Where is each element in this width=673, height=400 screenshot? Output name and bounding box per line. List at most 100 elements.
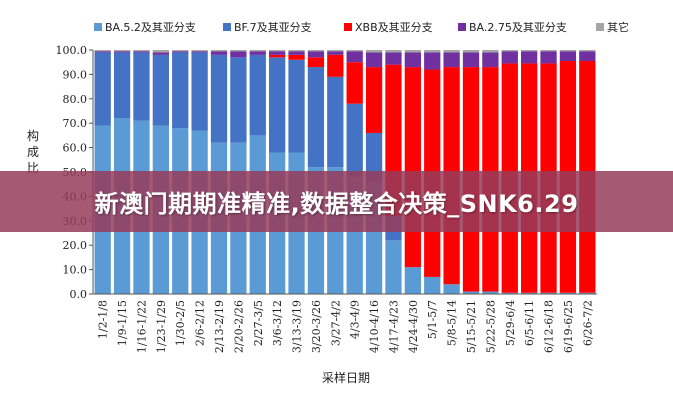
bar-segment [482,50,499,53]
bar-segment [559,51,577,61]
legend-item: BA.5.2及其亚分支 [94,21,196,34]
legend-label: 其它 [607,20,629,34]
bar-segment [269,51,286,55]
bar-segment [424,50,441,53]
bar-segment [443,50,460,53]
legend-item: BA.2.75及其亚分支 [458,21,567,34]
bar-segment [288,51,305,55]
bar-segment [482,52,499,68]
bar-segment [424,52,441,70]
bar-segment [210,51,228,55]
x-tick-label: 6/26-7/2 [581,300,594,346]
x-tick-label: 3/13-3/19 [291,300,304,353]
bar-segment [579,292,596,294]
bar-segment [327,50,344,52]
x-tick-label: 5/22-5/28 [484,300,497,353]
y-tick-label: 80.0 [63,93,88,106]
x-tick-label: 1/2-1/8 [97,300,110,339]
bar-segment [152,52,169,55]
bar-segment [113,51,131,53]
bar-segment [385,50,402,53]
bar-segment [94,50,111,52]
bar-segment [269,54,286,58]
x-tick-label: 1/30-2/5 [174,300,187,346]
bar-segment [462,291,480,294]
bar-segment [559,292,577,294]
x-tick-label: 1/23-1/29 [155,300,168,353]
bar-segment [385,240,402,294]
bar-segment [365,67,383,133]
legend-swatch [344,23,352,31]
bar-segment [540,51,557,64]
y-tick-label: 60.0 [63,142,88,155]
bar-segment [501,292,518,294]
y-tick-label: 20.0 [63,239,88,252]
bar-segment [113,52,131,119]
bar-segment [365,132,383,182]
bar-segment [521,292,538,294]
bar-segment [230,57,247,143]
legend: BA.5.2及其亚分支 BF.7及其亚分支 XBB及其亚分支 BA.2.75及其亚分支… [94,20,629,34]
bar-segment [385,52,402,65]
bar-segment [501,50,518,52]
x-tick-label: 2/20-2/26 [232,300,245,353]
bar-segment [269,57,286,153]
x-tick-label: 6/12-6/18 [543,300,556,353]
bar-segment [424,276,441,294]
bar-segment [133,52,150,121]
bar-segment [327,54,344,77]
bar-segment [462,52,480,68]
bar-segment [307,67,325,168]
bar-segment [230,51,247,58]
legend-swatch [94,23,102,31]
overlay-banner: 新澳门期期准精准,数据整合决策_SNK6.29 [0,171,673,232]
bar-segment [559,50,577,52]
x-tick-label: 4/24-4/30 [407,300,420,353]
legend-swatch [223,23,231,31]
bar-segment [501,51,518,64]
y-axis-title-char: 成 [27,145,39,159]
bar-segment [307,50,325,52]
x-tick-label: 2/27-3/5 [252,300,265,346]
bar-segment [152,54,169,126]
bar-segment [172,51,189,53]
x-tick-label: 4/3-4/9 [349,300,362,339]
x-tick-label: 2/13-2/19 [213,300,226,353]
bar-segment [307,51,325,58]
x-tick-label: 2/6-2/12 [194,300,207,346]
bar-segment [404,52,421,68]
bar-segment [133,50,150,52]
bar-segment [172,50,189,52]
bar-segment [269,50,286,52]
x-tick-label: 5/29-6/4 [504,300,517,346]
x-tick-label: 5/8-5/14 [446,300,459,346]
y-tick-label: 90.0 [63,68,88,81]
y-tick-label: 100.0 [56,44,88,57]
bar-segment [94,52,111,126]
legend-label: BF.7及其亚分支 [234,21,312,34]
bar-segment [191,52,208,131]
bar-segment [462,50,480,53]
x-tick-label: 6/19-6/25 [562,300,575,353]
legend-swatch [596,23,604,31]
x-tick-label: 1/16-1/22 [135,300,148,353]
bar-segment [210,50,228,52]
x-axis-title: 采样日期 [322,370,370,385]
x-tick-label: 3/27-4/2 [329,300,342,346]
bar-segment [191,50,208,52]
bar-segment [249,50,266,52]
x-tick-label: 4/17-4/23 [387,300,400,353]
bar-segment [579,50,596,52]
x-tick-label: 6/5-6/11 [523,300,536,346]
bar-segment [540,50,557,52]
bar-segment [288,59,305,153]
bar-segment [113,50,131,52]
bar-segment [579,51,596,61]
bar-segment [288,50,305,52]
bar-segment [521,51,538,64]
bar-segment [249,51,266,55]
y-tick-label: 0.0 [70,288,88,301]
legend-item: BF.7及其亚分支 [223,21,312,34]
x-tick-label: 1/9-1/15 [116,300,129,346]
